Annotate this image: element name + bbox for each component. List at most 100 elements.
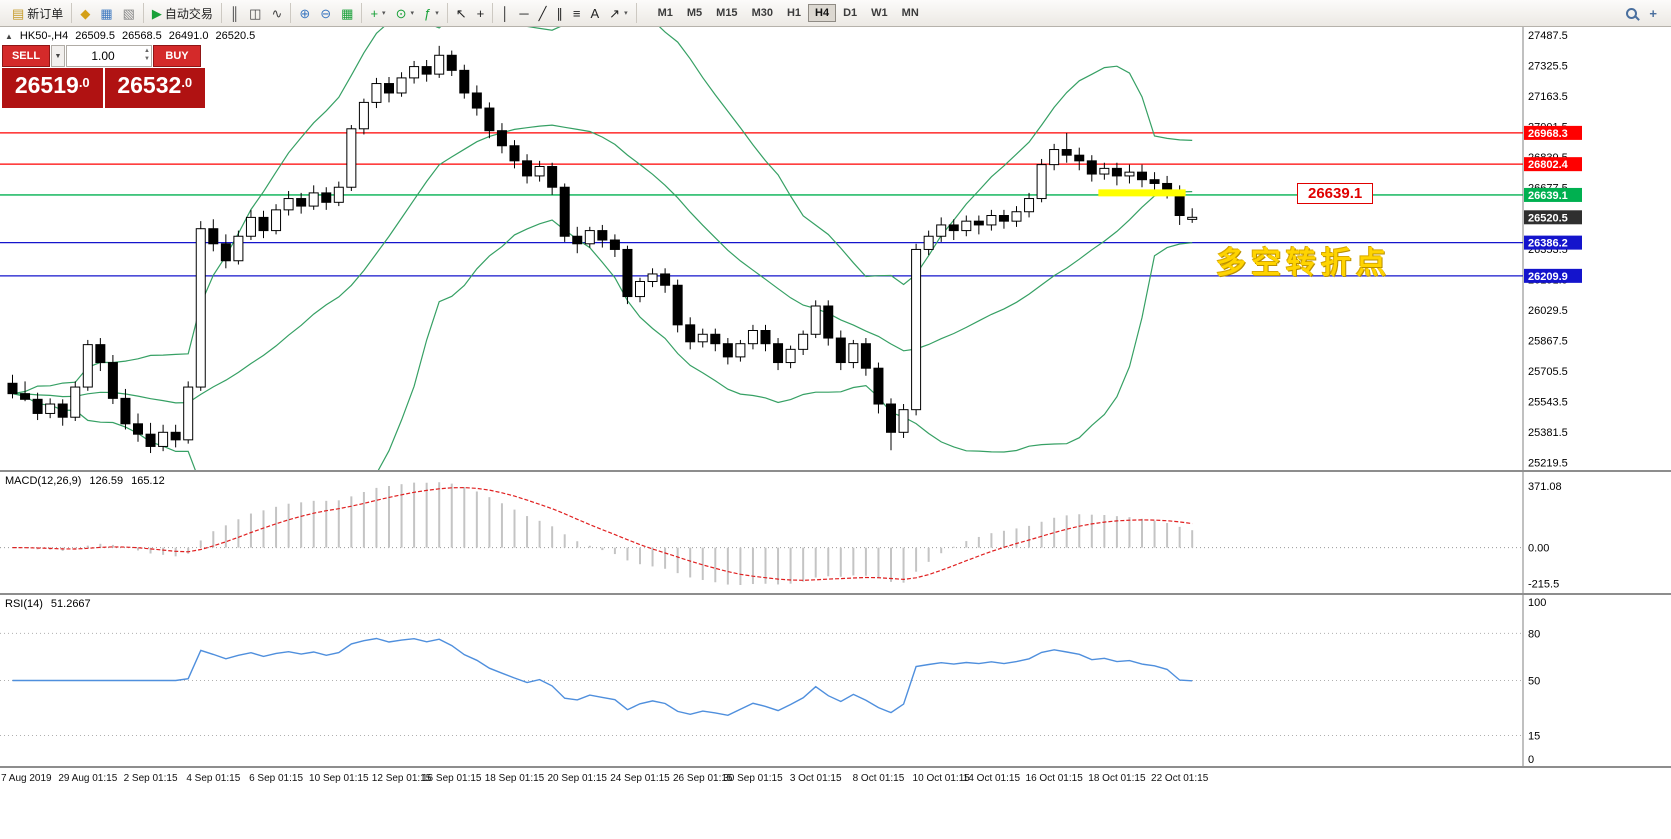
arrow-tools-button[interactable]: ↗ ▾ [604, 5, 632, 22]
quote-open: 26509.5 [75, 30, 115, 42]
panel-splitter[interactable] [0, 593, 1671, 595]
time-axis-label: 26 Sep 01:15 [673, 773, 733, 784]
time-axis-label: 29 Aug 01:15 [58, 773, 118, 784]
svg-text:26520.5: 26520.5 [1528, 212, 1568, 224]
profiles-button[interactable]: ⊙ ▾ [391, 5, 419, 22]
buy-price-display[interactable]: 26532 .0 [104, 68, 205, 108]
horizontal-line-button[interactable]: ─ [514, 5, 533, 22]
toolbar-group: ▶ 自动交易 [144, 3, 222, 23]
expand-icon[interactable]: + [1649, 5, 1657, 21]
time-axis[interactable]: 7 Aug 2019 29 Aug 01:15 2 Sep 01:15 4 Sep 0… [0, 768, 1671, 792]
toolbar: ▤ 新订单 ◆ ▦ ▧ ▶ 自动交易 ║ ◫ ∿ ⊕ ⊖ ▦ + ▾ ⊙ ▾ ƒ ▾ ↖ + │ ─ ╱ ∥ ≡ A ↗ ▾ M1 M5 M… [0, 0, 1671, 27]
timeframe-h4[interactable]: H4 [808, 4, 837, 22]
rsi-chart[interactable]: 100 80 50 15 0 [0, 595, 1671, 766]
turning-point-note[interactable]: 多空转折点 [1216, 247, 1391, 280]
candle [145, 433, 156, 447]
timeframe-m5[interactable]: M5 [680, 4, 709, 22]
quote-low: 26491.0 [168, 30, 209, 42]
rsi-panel: 100 80 50 15 0 RSI(14) 51.2667 [0, 595, 1671, 766]
navigator-button[interactable]: ▧ [118, 5, 140, 22]
line-chart-button[interactable]: ∿ [266, 5, 287, 22]
buy-button[interactable]: BUY [153, 45, 201, 67]
timeframe-w1[interactable]: W1 [864, 4, 895, 22]
market-watch-button[interactable]: ◆ [75, 5, 95, 22]
main-price-chart[interactable]: 27487.527325.527163.527001.526839.526677… [0, 27, 1671, 470]
panel-splitter[interactable] [0, 470, 1671, 472]
timeframe-m1[interactable]: M1 [651, 4, 680, 22]
market-watch-icon: ◆ [80, 5, 91, 21]
new-order-button[interactable]: ▤ 新订单 [7, 3, 68, 24]
zoom-in-button[interactable]: ⊕ [294, 5, 315, 22]
timeframe-m15[interactable]: M15 [709, 4, 744, 22]
candle [886, 403, 896, 433]
price-callout-label[interactable]: 26639.1 [1297, 183, 1374, 204]
volume-decrement-icon[interactable]: ▼ [144, 56, 150, 62]
autotrade-button[interactable]: ▶ 自动交易 [147, 3, 218, 24]
data-window-button[interactable]: ▦ [95, 5, 117, 22]
svg-text:26639.1: 26639.1 [1528, 190, 1568, 202]
timeframe-m30[interactable]: M30 [745, 4, 780, 22]
sell-price-display[interactable]: 26519 .0 [2, 68, 103, 108]
crosshair-button[interactable]: + [472, 5, 490, 22]
text-button[interactable]: A [586, 5, 605, 22]
timeframe-d1[interactable]: D1 [836, 4, 864, 22]
svg-text:371.08: 371.08 [1528, 481, 1562, 493]
candle [308, 192, 319, 207]
rsi-axis[interactable]: 100 80 50 15 0 [1528, 597, 1546, 766]
rsi-value: 51.2667 [50, 598, 91, 610]
cursor-button[interactable]: ↖ [451, 5, 472, 22]
macd-histogram [24, 482, 1194, 586]
time-axis-label: 8 Oct 01:15 [852, 773, 905, 784]
svg-text:26209.9: 26209.9 [1528, 271, 1568, 283]
dropdown-caret-icon[interactable]: ▾ [435, 10, 439, 17]
bar-chart-button[interactable]: ║ [225, 5, 244, 22]
indicators-button[interactable]: ƒ ▾ [419, 5, 444, 22]
candle [584, 230, 595, 245]
dropdown-caret-icon[interactable]: ▾ [624, 10, 628, 17]
volume-dropdown-icon[interactable]: ▼ [51, 45, 65, 67]
toolbar-group: ▤ 新订单 [4, 3, 73, 24]
candle [948, 224, 959, 232]
dropdown-caret-icon[interactable]: ▾ [410, 10, 414, 17]
candle [1149, 179, 1160, 184]
macd-chart[interactable]: 371.08 0.00 -215.5 [0, 472, 1671, 593]
order-prices-row: 26519 .0 26532 .0 [2, 68, 205, 108]
zoom-out-button[interactable]: ⊖ [315, 5, 336, 22]
candle [986, 215, 997, 226]
time-axis-label: 18 Sep 01:15 [484, 773, 545, 784]
candlestick-chart-icon: ◫ [249, 5, 262, 21]
tile-windows-icon: ▦ [341, 5, 354, 21]
toolbar-group: ⊕ ⊖ ▦ [291, 3, 363, 23]
panel-splitter[interactable] [0, 766, 1671, 768]
candle [609, 239, 620, 250]
bar-chart-icon: ║ [229, 5, 240, 21]
fibonacci-button[interactable]: ≡ [568, 5, 586, 22]
channel-button[interactable]: ∥ [551, 5, 568, 22]
macd-axis[interactable]: 371.08 0.00 -215.5 [1528, 481, 1562, 590]
new-chart-button[interactable]: + ▾ [365, 5, 390, 22]
arrow-tools-icon: ↗ [609, 5, 621, 21]
timeframe-h1[interactable]: H1 [780, 4, 808, 22]
volume-increment-icon[interactable]: ▲ [144, 48, 150, 54]
sell-button[interactable]: SELL [2, 45, 50, 67]
candle [271, 209, 282, 232]
tile-windows-button[interactable]: ▦ [336, 5, 358, 22]
toolbar-group: + ▾ ⊙ ▾ ƒ ▾ [362, 3, 448, 23]
price-badge [1524, 157, 1582, 172]
trendline-icon: ╱ [538, 5, 547, 21]
candle [1024, 198, 1035, 213]
candle [1187, 216, 1198, 220]
timeframe-mn[interactable]: MN [895, 4, 926, 22]
candle [923, 235, 934, 250]
svg-text:25543.5: 25543.5 [1528, 396, 1568, 408]
time-axis-label: 10 Sep 01:15 [309, 773, 369, 784]
trendline-button[interactable]: ╱ [534, 5, 552, 22]
volume-input[interactable] [66, 45, 152, 67]
search-icon[interactable] [1626, 7, 1638, 19]
time-axis-label: 18 Oct 01:15 [1088, 773, 1146, 784]
price-badge [1524, 125, 1582, 140]
time-axis-label: 7 Aug 2019 [1, 773, 52, 784]
vertical-line-button[interactable]: │ [496, 5, 514, 22]
candlestick-chart-button[interactable]: ◫ [244, 5, 266, 22]
dropdown-caret-icon[interactable]: ▾ [382, 10, 386, 17]
